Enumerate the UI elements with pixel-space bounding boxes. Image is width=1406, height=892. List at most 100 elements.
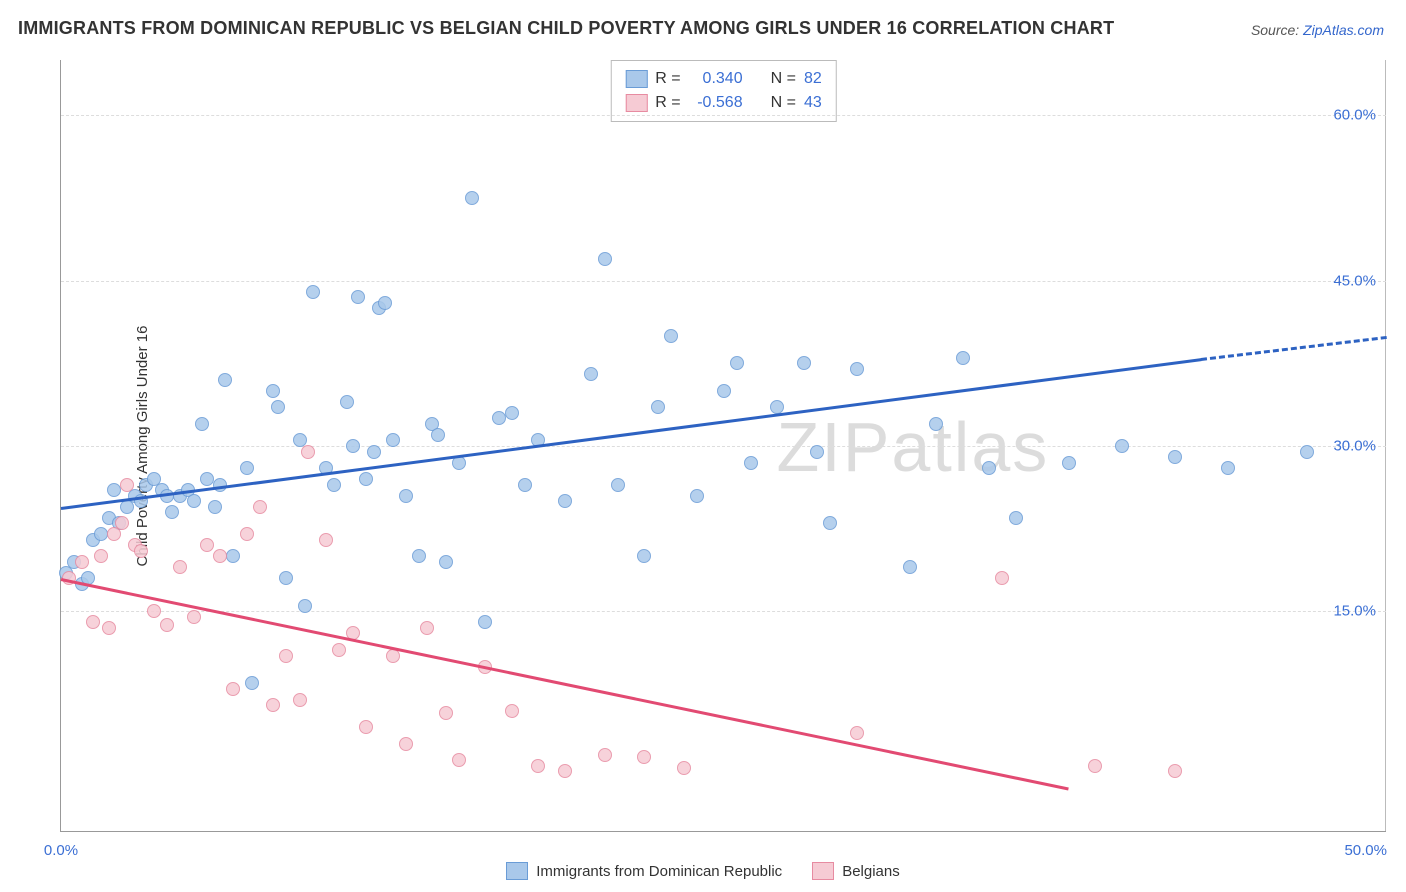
data-point (637, 549, 651, 563)
grid-line (61, 281, 1386, 282)
data-point (245, 676, 259, 690)
data-point (1168, 764, 1182, 778)
data-point (378, 296, 392, 310)
legend-swatch-pink (625, 94, 647, 112)
data-point (279, 649, 293, 663)
data-point (86, 615, 100, 629)
y-tick-label: 15.0% (1333, 603, 1376, 620)
data-point (903, 560, 917, 574)
data-point (279, 571, 293, 585)
data-point (351, 290, 365, 304)
chart-container: IMMIGRANTS FROM DOMINICAN REPUBLIC VS BE… (0, 0, 1406, 892)
data-point (690, 489, 704, 503)
data-point (107, 483, 121, 497)
data-point (293, 693, 307, 707)
data-point (298, 599, 312, 613)
data-point (505, 704, 519, 718)
legend-swatch-blue (625, 70, 647, 88)
data-point (386, 433, 400, 447)
data-point (584, 367, 598, 381)
chart-title: IMMIGRANTS FROM DOMINICAN REPUBLIC VS BE… (18, 18, 1114, 39)
legend-row-2: R = -0.568 N = 43 (625, 91, 821, 115)
data-point (327, 478, 341, 492)
data-point (346, 439, 360, 453)
data-point (200, 538, 214, 552)
data-point (359, 472, 373, 486)
data-point (1088, 759, 1102, 773)
data-point (1009, 511, 1023, 525)
grid-line (61, 446, 1386, 447)
data-point (1115, 439, 1129, 453)
source-link[interactable]: ZipAtlas.com (1303, 22, 1384, 38)
data-point (306, 285, 320, 299)
correlation-legend: R = 0.340 N = 82 R = -0.568 N = 43 (610, 60, 836, 122)
data-point (1221, 461, 1235, 475)
x-tick-label: 50.0% (1344, 842, 1387, 859)
data-point (266, 384, 280, 398)
y-tick-label: 45.0% (1333, 272, 1376, 289)
data-point (431, 428, 445, 442)
data-point (226, 682, 240, 696)
data-point (744, 456, 758, 470)
legend-swatch-pink-icon (812, 862, 834, 880)
data-point (956, 351, 970, 365)
legend-swatch-blue-icon (506, 862, 528, 880)
data-point (1168, 450, 1182, 464)
legend-label-1: Immigrants from Dominican Republic (536, 863, 782, 880)
data-point (399, 489, 413, 503)
data-point (730, 356, 744, 370)
data-point (160, 618, 174, 632)
data-point (598, 252, 612, 266)
data-point (195, 417, 209, 431)
data-point (134, 544, 148, 558)
trend-line (61, 578, 1069, 790)
grid-line (61, 611, 1386, 612)
data-point (637, 750, 651, 764)
data-point (452, 753, 466, 767)
data-point (412, 549, 426, 563)
data-point (208, 500, 222, 514)
data-point (359, 720, 373, 734)
data-point (271, 400, 285, 414)
data-point (102, 621, 116, 635)
data-point (147, 604, 161, 618)
data-point (651, 400, 665, 414)
data-point (367, 445, 381, 459)
scatter-plot: ZIPatlas R = 0.340 N = 82 R = -0.568 N =… (60, 60, 1386, 832)
data-point (664, 329, 678, 343)
legend-item-2: Belgians (812, 862, 900, 880)
legend-label-2: Belgians (842, 863, 900, 880)
legend-row-1: R = 0.340 N = 82 (625, 67, 821, 91)
data-point (558, 764, 572, 778)
data-point (301, 445, 315, 459)
data-point (94, 527, 108, 541)
data-point (797, 356, 811, 370)
data-point (505, 406, 519, 420)
data-point (200, 472, 214, 486)
data-point (240, 461, 254, 475)
data-point (399, 737, 413, 751)
data-point (319, 533, 333, 547)
source-label: Source: ZipAtlas.com (1251, 22, 1384, 38)
grid-line (61, 115, 1386, 116)
data-point (717, 384, 731, 398)
data-point (531, 759, 545, 773)
data-point (420, 621, 434, 635)
data-point (75, 555, 89, 569)
data-point (94, 549, 108, 563)
y-tick-label: 30.0% (1333, 438, 1376, 455)
trend-line-dashed (1201, 336, 1387, 361)
x-tick-label: 0.0% (44, 842, 78, 859)
data-point (340, 395, 354, 409)
data-point (598, 748, 612, 762)
data-point (1062, 456, 1076, 470)
data-point (165, 505, 179, 519)
data-point (439, 706, 453, 720)
data-point (850, 362, 864, 376)
data-point (1300, 445, 1314, 459)
data-point (173, 560, 187, 574)
data-point (611, 478, 625, 492)
legend-item-1: Immigrants from Dominican Republic (506, 862, 782, 880)
data-point (332, 643, 346, 657)
data-point (823, 516, 837, 530)
